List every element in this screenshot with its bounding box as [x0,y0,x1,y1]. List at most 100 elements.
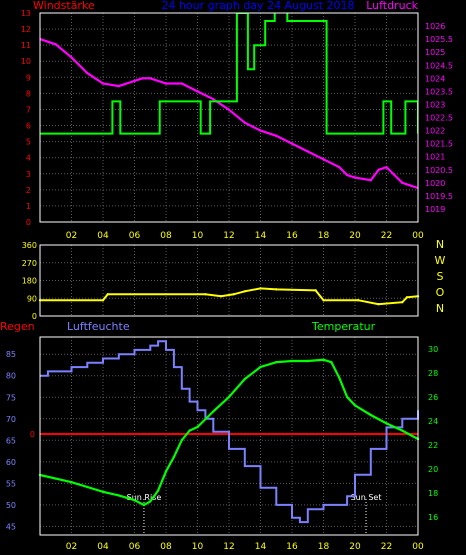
temperatur-point [243,377,246,381]
temperature-axis-tick-label: 24 [428,417,438,426]
x-tick-label: 10 [192,542,204,552]
x-tick-label: 20 [349,542,361,552]
compass-label: O [436,286,445,299]
humidity-axis-tick-label: 50 [6,501,16,510]
luftdruck-point [393,173,396,177]
temperatur-point [133,499,136,502]
direction-axis-tick-label: 90 [27,294,37,303]
wind-axis-tick-label: 3 [26,170,31,179]
panel3-frame [39,336,419,536]
luftdruck-point [290,142,294,145]
wind-axis-tick-label: 12 [21,25,31,34]
temperature-axis-tick-label: 28 [428,369,438,378]
humidity-axis-tick-label: 75 [6,393,16,402]
pressure-axis-tick-label: 1023.5 [425,87,453,96]
luftdruck-point [369,179,372,182]
pressure-axis-tick-label: 1023 [425,100,445,109]
windrichtung-point [101,299,105,302]
temperature-axis-tick-label: 26 [428,393,438,402]
luftdruck-point [377,168,380,171]
rain-axis-tick-label: 0 [30,430,35,439]
windstaerke-label: Windstärke [33,0,95,12]
temperatur-point [338,376,341,379]
temperatur-point [353,404,357,407]
compass-label: W [435,254,446,267]
luftfeuchte-label: Luftfeuchte [67,320,130,333]
humidity-axis-tick-label: 45 [6,522,16,531]
x-tick-label: 08 [160,231,172,241]
sun-marker-label: Sun Rise [127,493,162,502]
temperatur-point [275,361,278,364]
compass-label: S [437,270,444,283]
direction-axis-tick-label: 270 [22,259,37,268]
luftdruck-point [275,134,278,137]
luftdruck-point [338,165,341,169]
wind-axis-tick-label: 0 [26,218,31,227]
windrichtung-point [377,302,380,306]
temperatur-point [322,358,325,361]
windrichtung-point [232,293,235,296]
wind-pressure-panel: 01234567891011121310191019.510201020.510… [21,9,453,241]
temperature-axis-tick-label: 16 [428,513,438,522]
compass-label: N [436,302,444,315]
luftdruck-point [212,98,215,101]
luftdruck-point [54,43,57,46]
windrichtung-point [275,288,278,291]
pressure-axis-tick-label: 1019.5 [425,192,453,201]
luftdruck-point [117,84,120,88]
pressure-axis-tick-label: 1022.5 [425,114,453,123]
x-tick-label: 14 [255,542,267,552]
luftdruck-point [196,90,199,93]
temperature-axis-tick-label: 30 [428,345,438,354]
regen-label: Regen [0,320,35,333]
pressure-axis-tick-label: 1019 [425,205,445,214]
windrichtung-point [356,299,360,302]
x-tick-label: 14 [255,231,267,241]
x-tick-label: 02 [66,231,77,241]
x-tick-label: 12 [223,542,234,552]
humidity-temperature-panel: 45 50 55 60 65 70 75 80 85 16 18 20 22 24 26 28 30 02 04 06… [6,336,438,552]
x-tick-label: 04 [97,231,109,241]
temperatur-point [385,422,388,425]
temperatur-point [227,395,231,399]
temperature-axis-tick-label: 22 [428,441,438,450]
series-windrichtung [40,287,419,306]
wind-axis-tick-label: 4 [26,154,31,163]
windrichtung-point [405,296,409,299]
windrichtung-point [204,293,207,296]
temperatur-point [156,489,160,492]
wind-axis-tick-label: 7 [26,105,31,114]
luftdruck-point [322,158,325,161]
temperatur-point [142,503,146,507]
luftdruck-point [306,150,309,153]
luftdruck-point [227,108,231,111]
series-luftfeuchte [40,340,419,524]
temperatur-point [164,470,168,473]
humidity-axis-tick-label: 65 [6,436,16,445]
temperatur-point [180,439,183,442]
temperatur-point [101,490,105,493]
humidity-axis-tick-label: 70 [6,415,16,424]
sun-marker-label: Sun Set [351,493,382,502]
windrichtung-point [401,300,404,304]
luftdruck-point [164,82,168,85]
pressure-axis-tick-label: 1025.5 [425,35,453,44]
x-tick-label: 20 [349,231,361,241]
x-tick-label: 18 [318,542,330,552]
x-tick-label: 04 [97,542,109,552]
pressure-axis-tick-label: 1024 [425,74,445,83]
luftdruck-point [101,82,105,85]
series-luftdruck [40,38,418,190]
luftdruck-point [385,165,388,169]
temperatur-point [306,359,309,363]
x-tick-label: 06 [129,542,141,552]
x-tick-label: 18 [318,231,330,241]
chart-title: 24 hour graph day 24 August 2018 [161,0,354,12]
panel1-series [40,13,418,190]
luftdruck-point [133,79,136,83]
temperature-axis-tick-label: 20 [428,465,438,474]
panel1-frame [39,12,419,223]
luftdruck-point [141,77,144,80]
luftdruck-label: Luftdruck [366,0,418,12]
